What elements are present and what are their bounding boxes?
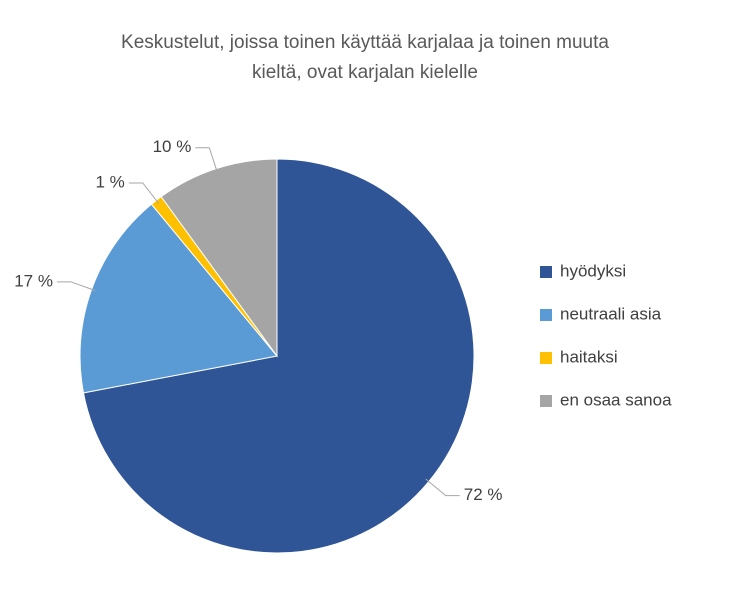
data-label: 1 % xyxy=(95,172,124,191)
data-label: 10 % xyxy=(153,137,192,156)
leader-line xyxy=(56,281,96,292)
data-label: 72 % xyxy=(464,485,503,504)
legend-label: hyödyksi xyxy=(560,261,626,280)
leader-line xyxy=(195,147,218,173)
legend-swatch xyxy=(540,395,552,407)
legend-label: neutraali asia xyxy=(560,304,662,323)
legend-label: en osaa sanoa xyxy=(560,390,672,409)
legend-swatch xyxy=(540,266,552,278)
legend-label: haitaksi xyxy=(560,347,618,366)
legend-swatch xyxy=(540,309,552,321)
leader-line xyxy=(128,182,160,204)
legend-swatch xyxy=(540,352,552,364)
chart-title: Keskustelut, joissa toinen käyttää karja… xyxy=(121,32,609,83)
data-label: 17 % xyxy=(14,271,53,290)
leader-line xyxy=(425,478,460,497)
